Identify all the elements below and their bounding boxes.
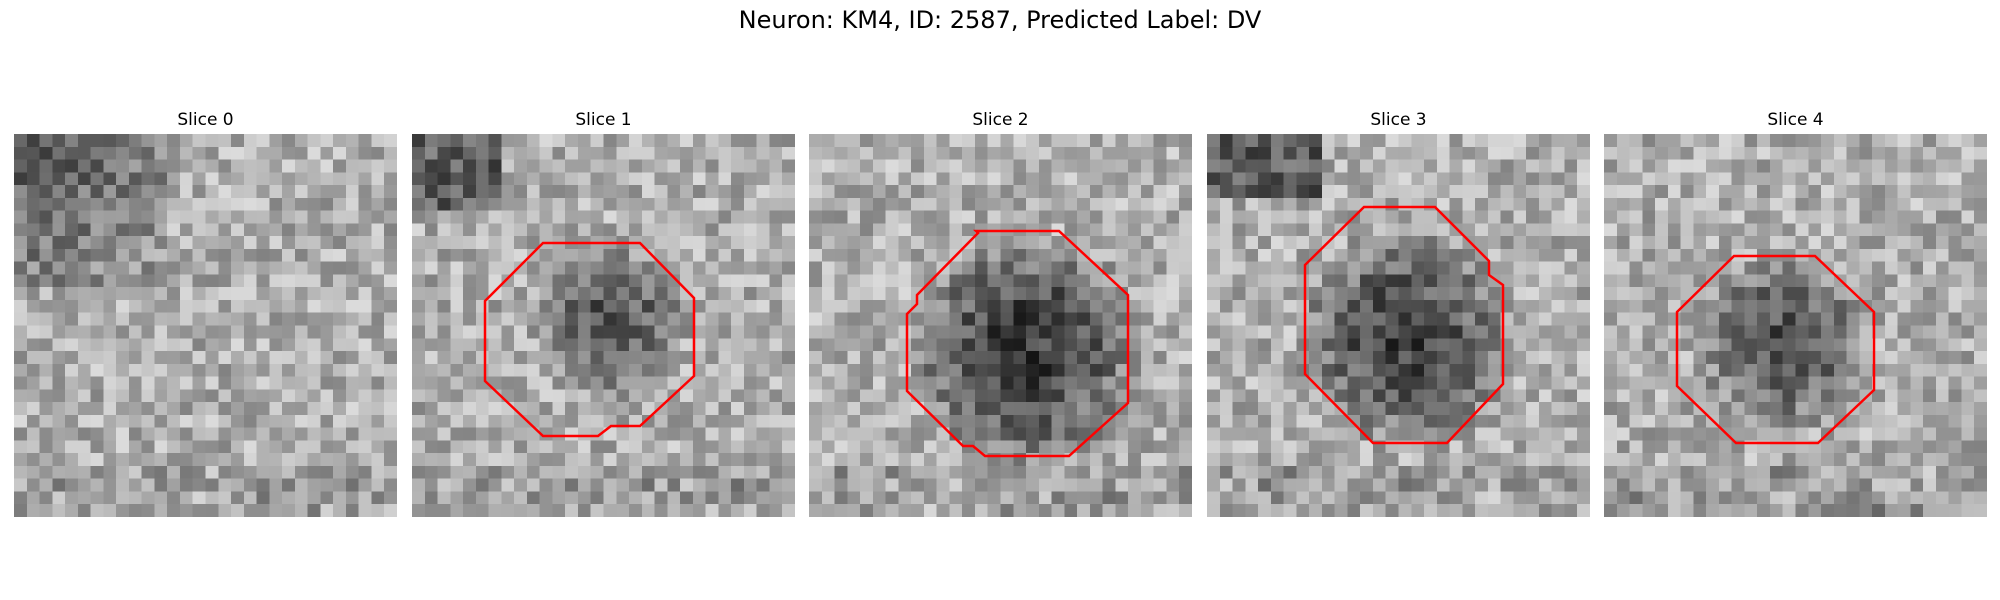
slice-title-0: Slice 0 — [177, 110, 234, 130]
slice-image-0 — [14, 134, 397, 517]
slice-overlay-4 — [1675, 254, 1876, 445]
slice-title-1: Slice 1 — [575, 110, 632, 130]
slice-panel-1: Slice 1 — [412, 108, 795, 517]
roi-contour-3 — [1303, 205, 1505, 445]
slice-overlay-3 — [1303, 205, 1505, 445]
slice-image-4 — [1604, 134, 1987, 517]
slice-pixel-grid-0 — [14, 134, 397, 517]
roi-contour-4 — [1675, 254, 1876, 445]
roi-contour-1 — [483, 241, 696, 438]
slice-overlay-2 — [905, 229, 1130, 458]
slice-panel-0: Slice 0 — [14, 108, 397, 517]
slice-image-1 — [412, 134, 795, 517]
slice-panel-3: Slice 3 — [1207, 108, 1590, 517]
slice-panel-4: Slice 4 — [1604, 108, 1987, 517]
slice-pixel-grid-4 — [1604, 134, 1987, 517]
slice-title-2: Slice 2 — [972, 110, 1029, 130]
slice-image-2 — [809, 134, 1192, 517]
slice-overlay-1 — [483, 241, 696, 438]
figure-title: Neuron: KM4, ID: 2587, Predicted Label: … — [738, 6, 1262, 34]
slice-title-4: Slice 4 — [1767, 110, 1824, 130]
slice-overlay-0 — [14, 134, 397, 517]
roi-contour-2 — [905, 229, 1130, 458]
slice-image-3 — [1207, 134, 1590, 517]
slice-pixel-grid-1 — [412, 134, 795, 517]
slice-pixel-grid-3 — [1207, 134, 1590, 517]
slice-title-3: Slice 3 — [1370, 110, 1427, 130]
slice-panel-2: Slice 2 — [809, 108, 1192, 517]
